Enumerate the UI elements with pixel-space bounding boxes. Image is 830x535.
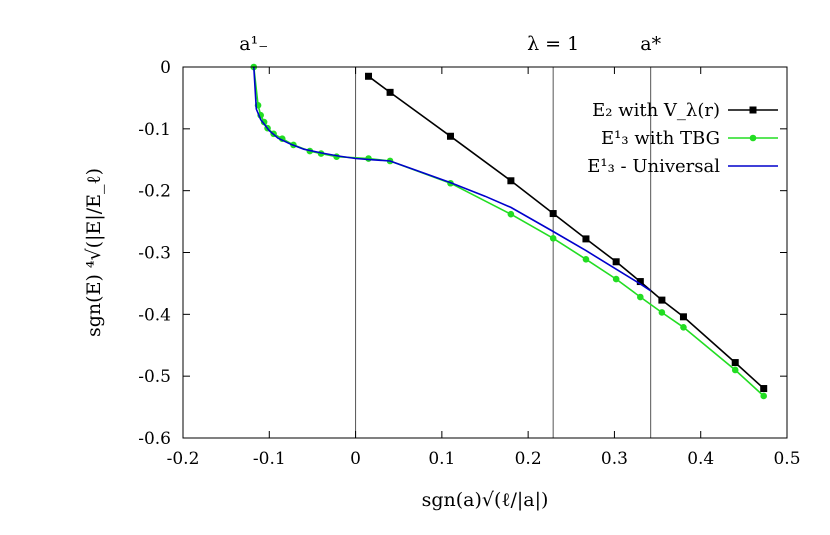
legend-label: E¹₃ with TBG — [601, 128, 720, 149]
legend-label: E₂ with V_λ(r) — [592, 100, 720, 121]
legend-swatch-marker — [749, 134, 757, 142]
data-point-circle — [731, 366, 739, 374]
x-tick-label: 0.2 — [515, 449, 542, 469]
data-point-square — [658, 296, 666, 304]
x-tick-label: 0.5 — [773, 449, 800, 469]
data-point-circle — [637, 293, 644, 301]
axes: -0.2 -0.1 0 0.1 0.2 0.3 0.4 0.5 0 -0.1 -0.2 -0.3 -0.… — [138, 58, 800, 469]
x-tick-label: 0 — [350, 449, 361, 469]
series-group — [250, 63, 768, 400]
x-tick-label: 0.3 — [601, 449, 628, 469]
y-tick-label: -0.6 — [138, 429, 171, 449]
data-point-circle — [612, 275, 620, 283]
data-point-square — [507, 177, 515, 185]
data-point-circle — [658, 309, 666, 316]
data-point-square — [549, 210, 557, 218]
data-point-circle — [507, 210, 515, 218]
legend-swatch-marker — [749, 106, 757, 114]
data-point-square — [582, 235, 590, 243]
data-point-circle — [260, 118, 268, 126]
data-point-square — [612, 258, 620, 266]
top-labels: λ = 1 a* a¹₋ — [239, 33, 661, 55]
data-point-circle — [680, 324, 687, 331]
top-annotation-label: a* — [640, 33, 661, 55]
x-tick-label: -0.2 — [167, 449, 200, 469]
legend-label: E¹₃ - Universal — [587, 156, 720, 177]
data-point-circle — [582, 256, 590, 263]
data-point-square — [731, 359, 739, 367]
top-annotation-label: λ = 1 — [527, 33, 579, 55]
data-point-circle — [760, 392, 768, 400]
y-axis-label: sgn(E) ⁴√(|E|/E_ℓ) — [83, 168, 105, 337]
top-annotation-label: a¹₋ — [239, 33, 268, 55]
data-point-square — [446, 132, 454, 140]
data-point-circle — [549, 234, 557, 242]
x-tick-label: 0.1 — [428, 449, 455, 469]
y-tick-label: -0.2 — [138, 182, 171, 202]
x-axis-label: sgn(a)√(ℓ/|a|) — [422, 489, 549, 511]
series-line — [253, 66, 652, 292]
y-tick-label: -0.5 — [138, 367, 171, 387]
plot-frame — [182, 66, 788, 439]
data-point-square — [365, 72, 373, 80]
series-line — [368, 75, 765, 390]
x-tick-label: -0.1 — [253, 449, 286, 469]
legend: E₂ with V_λ(r) E¹₃ with TBG E¹₃ - Universa… — [587, 100, 778, 177]
vertical-markers — [355, 67, 652, 438]
y-tick-label: -0.1 — [138, 120, 171, 140]
y-tick-label: -0.3 — [138, 244, 171, 264]
x-tick-label: 0.4 — [687, 449, 714, 469]
y-tick-label: -0.4 — [138, 305, 171, 325]
data-point-square — [386, 88, 394, 96]
y-tick-label: 0 — [160, 58, 171, 78]
data-point-square — [636, 278, 644, 286]
data-point-square — [760, 385, 768, 393]
data-point-square — [679, 313, 687, 321]
